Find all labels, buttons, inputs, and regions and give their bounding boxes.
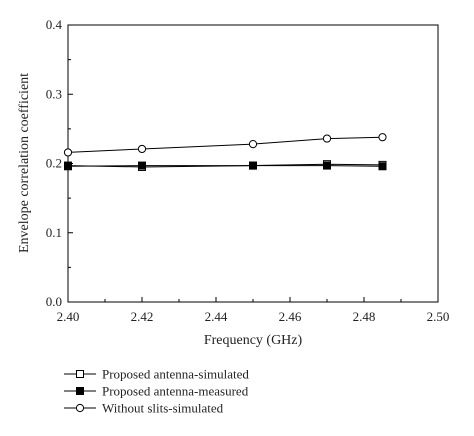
- x-tick-label: 2.46: [279, 309, 302, 324]
- data-point-filled-square: [378, 162, 387, 171]
- y-tick-label: 0.1: [46, 225, 62, 240]
- data-point-open-circle: [137, 144, 147, 154]
- data-point-filled-square: [249, 161, 257, 170]
- series-filled-square: [64, 161, 387, 171]
- data-point-open-circle: [63, 148, 73, 157]
- data-point-filled-square: [138, 161, 146, 170]
- x-axis: 2.40 2.42 2.44 2.46 2.48 2.50: [57, 297, 450, 324]
- legend: Proposed antenna-simulated Proposed anten…: [64, 367, 249, 416]
- legend-item: Without slits-simulated: [64, 401, 224, 416]
- series-line: [67, 136, 383, 153]
- legend-label: Proposed antenna-simulated: [102, 367, 249, 382]
- data-point-open-circle: [75, 403, 85, 413]
- y-tick-label: 0.2: [46, 156, 62, 171]
- y-axis-title: Envelope correlation coefficient: [17, 73, 32, 253]
- legend-label: Without slits-simulated: [102, 401, 224, 416]
- x-tick-label: 2.44: [205, 309, 228, 324]
- series-open-circle: [63, 133, 387, 157]
- data-point-open-circle: [248, 140, 258, 149]
- x-tick-label: 2.40: [57, 309, 80, 324]
- data-point-open-square: [76, 370, 84, 378]
- y-tick-label: 0.4: [46, 17, 63, 32]
- x-axis-title: Frequency (GHz): [204, 333, 303, 348]
- data-point-filled-square: [323, 161, 331, 170]
- data-point-open-circle: [378, 133, 387, 142]
- data-point-open-circle: [322, 134, 332, 143]
- legend-label: Proposed antenna-measured: [102, 384, 249, 399]
- x-tick-label: 2.48: [353, 309, 376, 324]
- y-tick-label: 0.3: [46, 86, 62, 101]
- x-tick-label: 2.50: [427, 309, 450, 324]
- legend-item: Proposed antenna-measured: [64, 384, 249, 399]
- data-point-filled-square: [64, 162, 72, 171]
- y-axis: 0.0 0.1 0.2 0.3 0.4: [46, 17, 73, 309]
- y-tick-label: 0.0: [46, 294, 62, 309]
- series-layer: [63, 133, 387, 171]
- data-point-filled-square: [76, 387, 84, 395]
- legend-item: Proposed antenna-simulated: [64, 367, 249, 382]
- x-tick-label: 2.42: [131, 309, 154, 324]
